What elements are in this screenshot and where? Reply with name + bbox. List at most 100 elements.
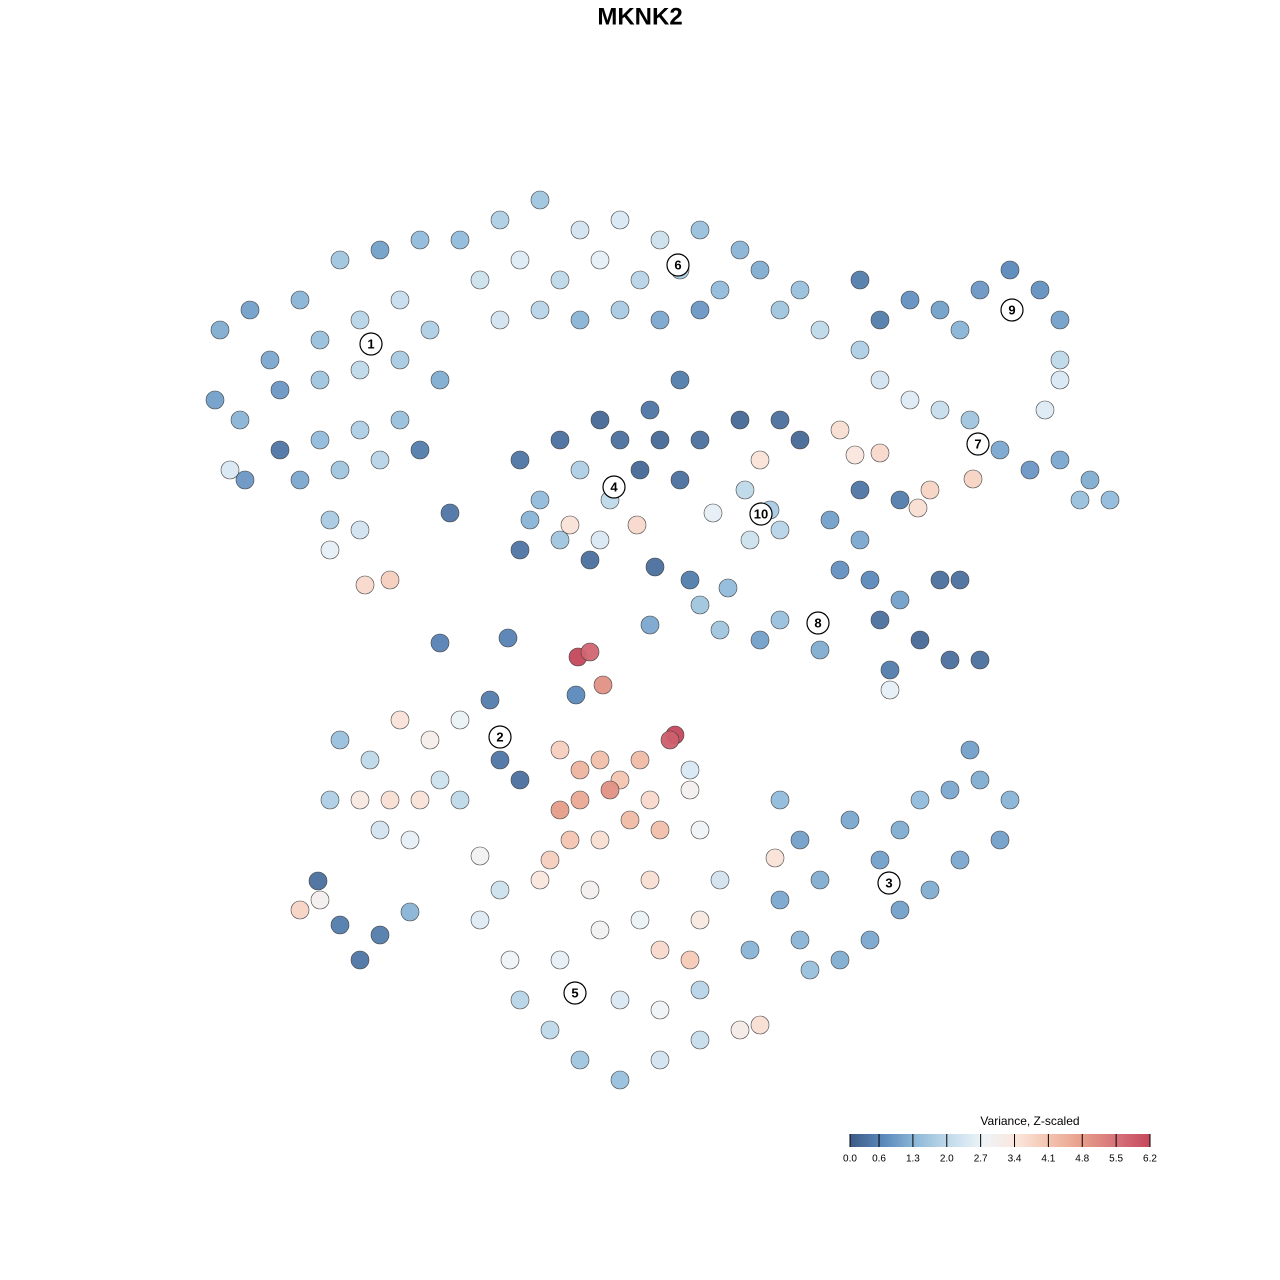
point bbox=[680, 780, 700, 800]
point bbox=[270, 440, 290, 460]
point bbox=[630, 460, 650, 480]
point bbox=[840, 810, 860, 830]
point bbox=[570, 460, 590, 480]
point bbox=[1100, 490, 1120, 510]
point bbox=[530, 300, 550, 320]
point bbox=[880, 660, 900, 680]
colorbar-tick-label: 2.7 bbox=[974, 1154, 988, 1165]
cluster-marker bbox=[1000, 298, 1024, 322]
point bbox=[550, 430, 570, 450]
point bbox=[590, 530, 610, 550]
point bbox=[320, 790, 340, 810]
point bbox=[410, 230, 430, 250]
point bbox=[710, 280, 730, 300]
point bbox=[930, 300, 950, 320]
point bbox=[420, 320, 440, 340]
point bbox=[850, 530, 870, 550]
cluster-marker bbox=[359, 332, 383, 356]
point bbox=[890, 900, 910, 920]
point bbox=[650, 1050, 670, 1070]
point bbox=[580, 880, 600, 900]
point bbox=[390, 290, 410, 310]
point bbox=[560, 515, 580, 535]
point bbox=[290, 470, 310, 490]
point bbox=[930, 570, 950, 590]
point bbox=[770, 890, 790, 910]
point bbox=[845, 445, 865, 465]
point bbox=[963, 469, 983, 489]
point bbox=[610, 430, 630, 450]
point bbox=[590, 750, 610, 770]
point bbox=[430, 633, 450, 653]
point bbox=[310, 370, 330, 390]
point bbox=[220, 460, 240, 480]
point bbox=[498, 628, 518, 648]
point bbox=[350, 520, 370, 540]
point bbox=[235, 470, 255, 490]
point bbox=[380, 570, 400, 590]
point bbox=[330, 730, 350, 750]
point bbox=[870, 443, 890, 463]
point bbox=[530, 870, 550, 890]
point bbox=[627, 515, 647, 535]
point bbox=[680, 760, 700, 780]
point bbox=[540, 850, 560, 870]
point bbox=[930, 400, 950, 420]
point bbox=[308, 871, 328, 891]
point bbox=[450, 790, 470, 810]
cluster-marker bbox=[488, 725, 512, 749]
cluster-label: 7 bbox=[974, 436, 981, 451]
point bbox=[590, 410, 610, 430]
point bbox=[680, 950, 700, 970]
point bbox=[810, 640, 830, 660]
point bbox=[390, 350, 410, 370]
point bbox=[330, 915, 350, 935]
colorbar-tick-label: 0.6 bbox=[872, 1154, 886, 1165]
point bbox=[940, 780, 960, 800]
point bbox=[450, 710, 470, 730]
point bbox=[390, 410, 410, 430]
point bbox=[430, 370, 450, 390]
point bbox=[710, 620, 730, 640]
point bbox=[1050, 310, 1070, 330]
point bbox=[910, 630, 930, 650]
cluster-marker bbox=[966, 432, 990, 456]
point bbox=[590, 920, 610, 940]
point bbox=[770, 520, 790, 540]
point bbox=[530, 490, 550, 510]
point bbox=[210, 320, 230, 340]
point bbox=[690, 300, 710, 320]
point bbox=[800, 960, 820, 980]
point bbox=[510, 990, 530, 1010]
cluster-marker bbox=[749, 502, 773, 526]
point bbox=[690, 980, 710, 1000]
point bbox=[410, 790, 430, 810]
point bbox=[870, 370, 890, 390]
point bbox=[350, 310, 370, 330]
point bbox=[320, 510, 340, 530]
point bbox=[820, 510, 840, 530]
point bbox=[645, 557, 665, 577]
point bbox=[710, 870, 730, 890]
point bbox=[500, 950, 520, 970]
point bbox=[630, 910, 650, 930]
cluster-label: 1 bbox=[367, 336, 374, 351]
point bbox=[900, 290, 920, 310]
colorbar-tick-label: 5.5 bbox=[1109, 1154, 1123, 1165]
point bbox=[970, 770, 990, 790]
cluster-label: 5 bbox=[571, 985, 578, 1000]
colorbar bbox=[850, 1134, 1150, 1147]
chart-title: MKNK2 bbox=[597, 3, 682, 30]
point bbox=[550, 270, 570, 290]
point bbox=[310, 430, 330, 450]
point bbox=[890, 590, 910, 610]
cluster-label: 4 bbox=[610, 479, 618, 494]
point bbox=[730, 1020, 750, 1040]
point bbox=[400, 830, 420, 850]
point bbox=[480, 690, 500, 710]
point bbox=[735, 480, 755, 500]
point bbox=[850, 270, 870, 290]
point bbox=[1035, 400, 1055, 420]
cluster-marker bbox=[602, 475, 626, 499]
point bbox=[950, 570, 970, 590]
